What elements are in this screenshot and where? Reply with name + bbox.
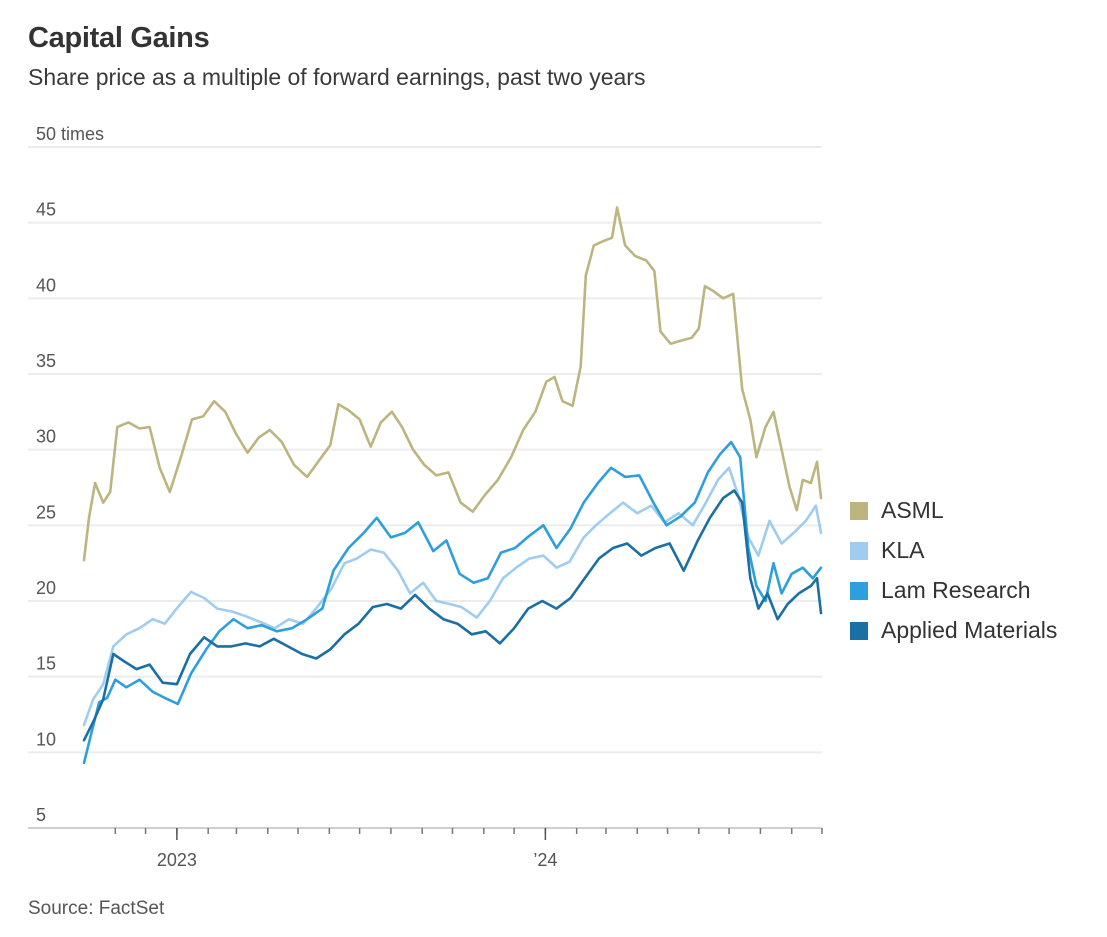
legend-swatch [850,542,868,560]
y-tick-label: 15 [36,654,56,674]
chart-title: Capital Gains [28,22,210,54]
y-tick-label: 20 [36,578,56,598]
legend-label: Lam Research [881,577,1031,603]
y-tick-label: 50 times [36,124,104,144]
y-axis: 5 10 15 20 25 30 35 40 45 50 times [36,124,104,825]
legend-label: ASML [881,497,944,523]
y-tick-label: 10 [36,729,56,749]
legend: ASML KLA Lam Research Applied Materials [850,497,1057,643]
x-axis: 2023 ’24 [28,827,823,870]
y-tick-label: 30 [36,427,56,447]
series-line [82,489,823,742]
y-tick-label: 45 [36,200,56,220]
series-lines [82,206,823,765]
legend-label: KLA [881,537,925,563]
legend-swatch [850,502,868,520]
series-line [82,440,823,765]
chart-subtitle: Share price as a multiple of forward ear… [28,64,646,90]
series-line [82,206,823,562]
grid-lines [28,146,822,754]
x-tick-label: 2023 [157,850,197,870]
legend-swatch [850,582,868,600]
source-note: Source: FactSet [28,898,165,919]
x-tick-label: ’24 [533,850,557,870]
legend-label: Applied Materials [881,617,1057,643]
y-tick-label: 35 [36,351,56,371]
y-tick-label: 25 [36,502,56,522]
legend-swatch [850,622,868,640]
y-tick-label: 5 [36,805,46,825]
series-line [82,466,823,727]
y-tick-label: 40 [36,275,56,295]
